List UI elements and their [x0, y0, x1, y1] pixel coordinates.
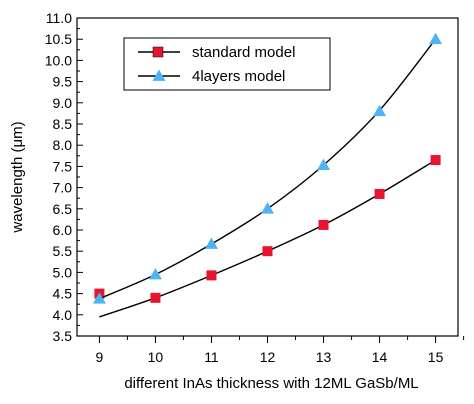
y-tick-label: 9.5 [53, 74, 73, 90]
data-point-4layers-model [204, 237, 218, 249]
data-point-standard-model [374, 188, 385, 199]
y-tick-label: 6.0 [53, 222, 73, 238]
plot-area [92, 32, 443, 318]
series-4layers-model [92, 32, 443, 304]
data-point-4layers-model [429, 32, 443, 45]
y-tick-label: 7.0 [53, 180, 73, 196]
legend-box [123, 37, 331, 91]
series-standard-model [94, 155, 441, 318]
y-tick-label: 10.5 [45, 31, 72, 47]
x-tick-label: 12 [260, 349, 276, 365]
y-tick-label: 3.5 [53, 328, 73, 344]
data-point-standard-model [150, 292, 161, 303]
data-point-4layers-model [373, 104, 387, 117]
y-tick-label: 6.5 [53, 201, 73, 217]
legend-label-standard-model: standard model [192, 44, 295, 61]
data-point-4layers-model [92, 292, 106, 304]
x-tick-label: 10 [148, 349, 164, 365]
series-line-standard-model [99, 159, 436, 318]
y-tick-label: 7.5 [53, 158, 73, 174]
y-axis-label: wavelength (μm) [9, 121, 26, 233]
x-axis-label: different InAs thickness with 12ML GaSb/… [124, 375, 418, 392]
legend-marker-standard-model [152, 46, 164, 58]
data-point-standard-model [318, 219, 329, 230]
y-tick-label: 4.0 [53, 307, 73, 323]
data-point-4layers-model [148, 268, 162, 280]
legend: standard model 4layers model [123, 37, 331, 91]
y-tick-label: 5.0 [53, 264, 73, 280]
data-point-standard-model [262, 246, 273, 257]
axes: 3.5 4.0 4.5 5.0 5.5 6.0 6.5 7.0 7.5 8.0 8.5 9.0 9.5 1… [45, 10, 465, 365]
y-tick-label: 4.5 [53, 286, 73, 302]
y-tick-label: 8.0 [53, 137, 73, 153]
y-tick-label: 10.0 [45, 52, 72, 68]
legend-label-4layers-model: 4layers model [192, 68, 285, 85]
y-tick-label: 11.0 [46, 10, 72, 26]
legend-marker-4layers-model [152, 69, 166, 81]
data-point-4layers-model [317, 158, 331, 171]
x-tick-label: 15 [428, 349, 444, 365]
x-tick-label: 9 [96, 349, 104, 365]
data-point-4layers-model [261, 202, 274, 214]
x-tick-label: 11 [204, 349, 219, 365]
data-point-standard-model [206, 270, 217, 281]
x-tick-label: 13 [316, 349, 332, 365]
y-tick-label: 8.5 [53, 116, 73, 132]
x-tick-label: 14 [372, 349, 388, 365]
y-tick-label: 5.5 [53, 243, 73, 259]
data-point-standard-model [430, 155, 441, 166]
y-tick-label: 9.0 [53, 95, 73, 111]
